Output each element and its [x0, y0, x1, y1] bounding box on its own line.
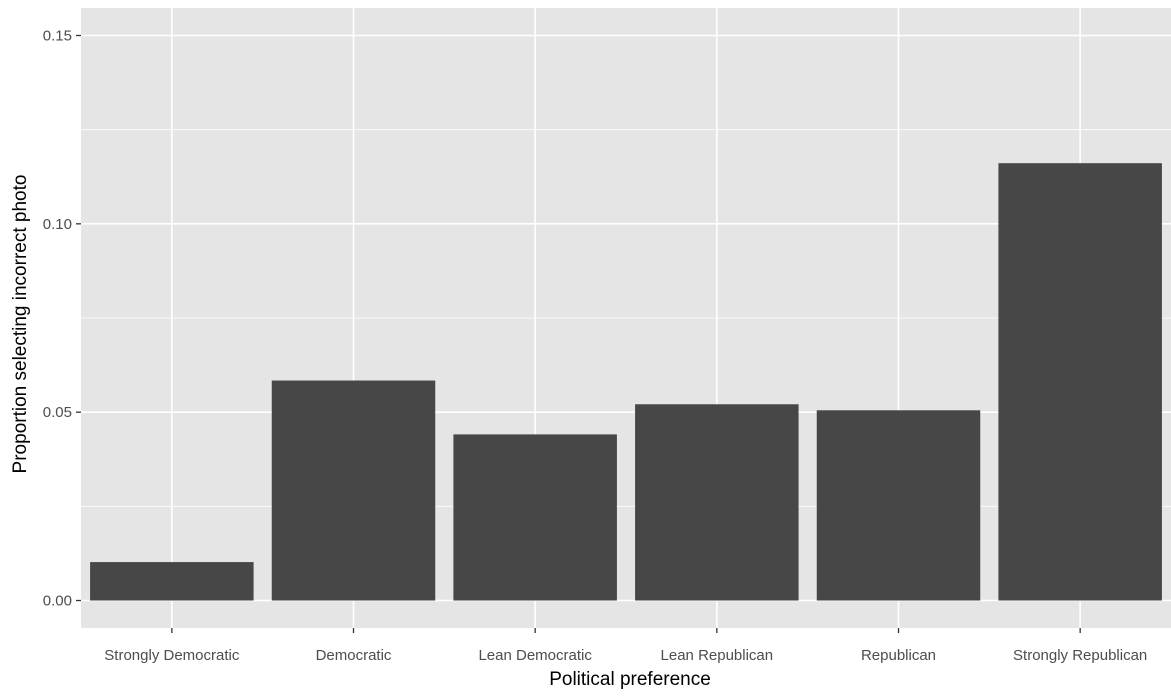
x-tick-label: Strongly Republican: [1013, 647, 1147, 664]
bar: [816, 410, 981, 601]
x-tick-label: Democratic: [316, 647, 392, 664]
y-axis-title: Proportion selecting incorrect photo: [10, 175, 31, 474]
y-axis: 0.00 0.05 0.10 0.15: [43, 27, 81, 610]
x-tick-label: Strongly Democratic: [104, 647, 240, 664]
x-tick-label: Lean Republican: [661, 647, 774, 664]
x-axis: Strongly Democratic Democratic Lean Democr…: [104, 628, 1147, 664]
bars: [90, 163, 1162, 601]
x-axis-title: Political preference: [549, 669, 711, 690]
bar: [271, 380, 436, 601]
x-tick-label: Republican: [861, 647, 936, 664]
bar: [998, 163, 1162, 601]
y-tick-label: 0.15: [43, 27, 72, 44]
y-tick-label: 0.05: [43, 404, 72, 421]
minor-gridlines: [81, 129, 1171, 507]
y-tick-label: 0.10: [43, 216, 72, 233]
bar: [90, 562, 254, 601]
bar: [453, 434, 617, 601]
x-tick-label: Lean Democratic: [478, 647, 592, 664]
bar: [635, 404, 799, 601]
y-tick-label: 0.00: [43, 593, 72, 610]
